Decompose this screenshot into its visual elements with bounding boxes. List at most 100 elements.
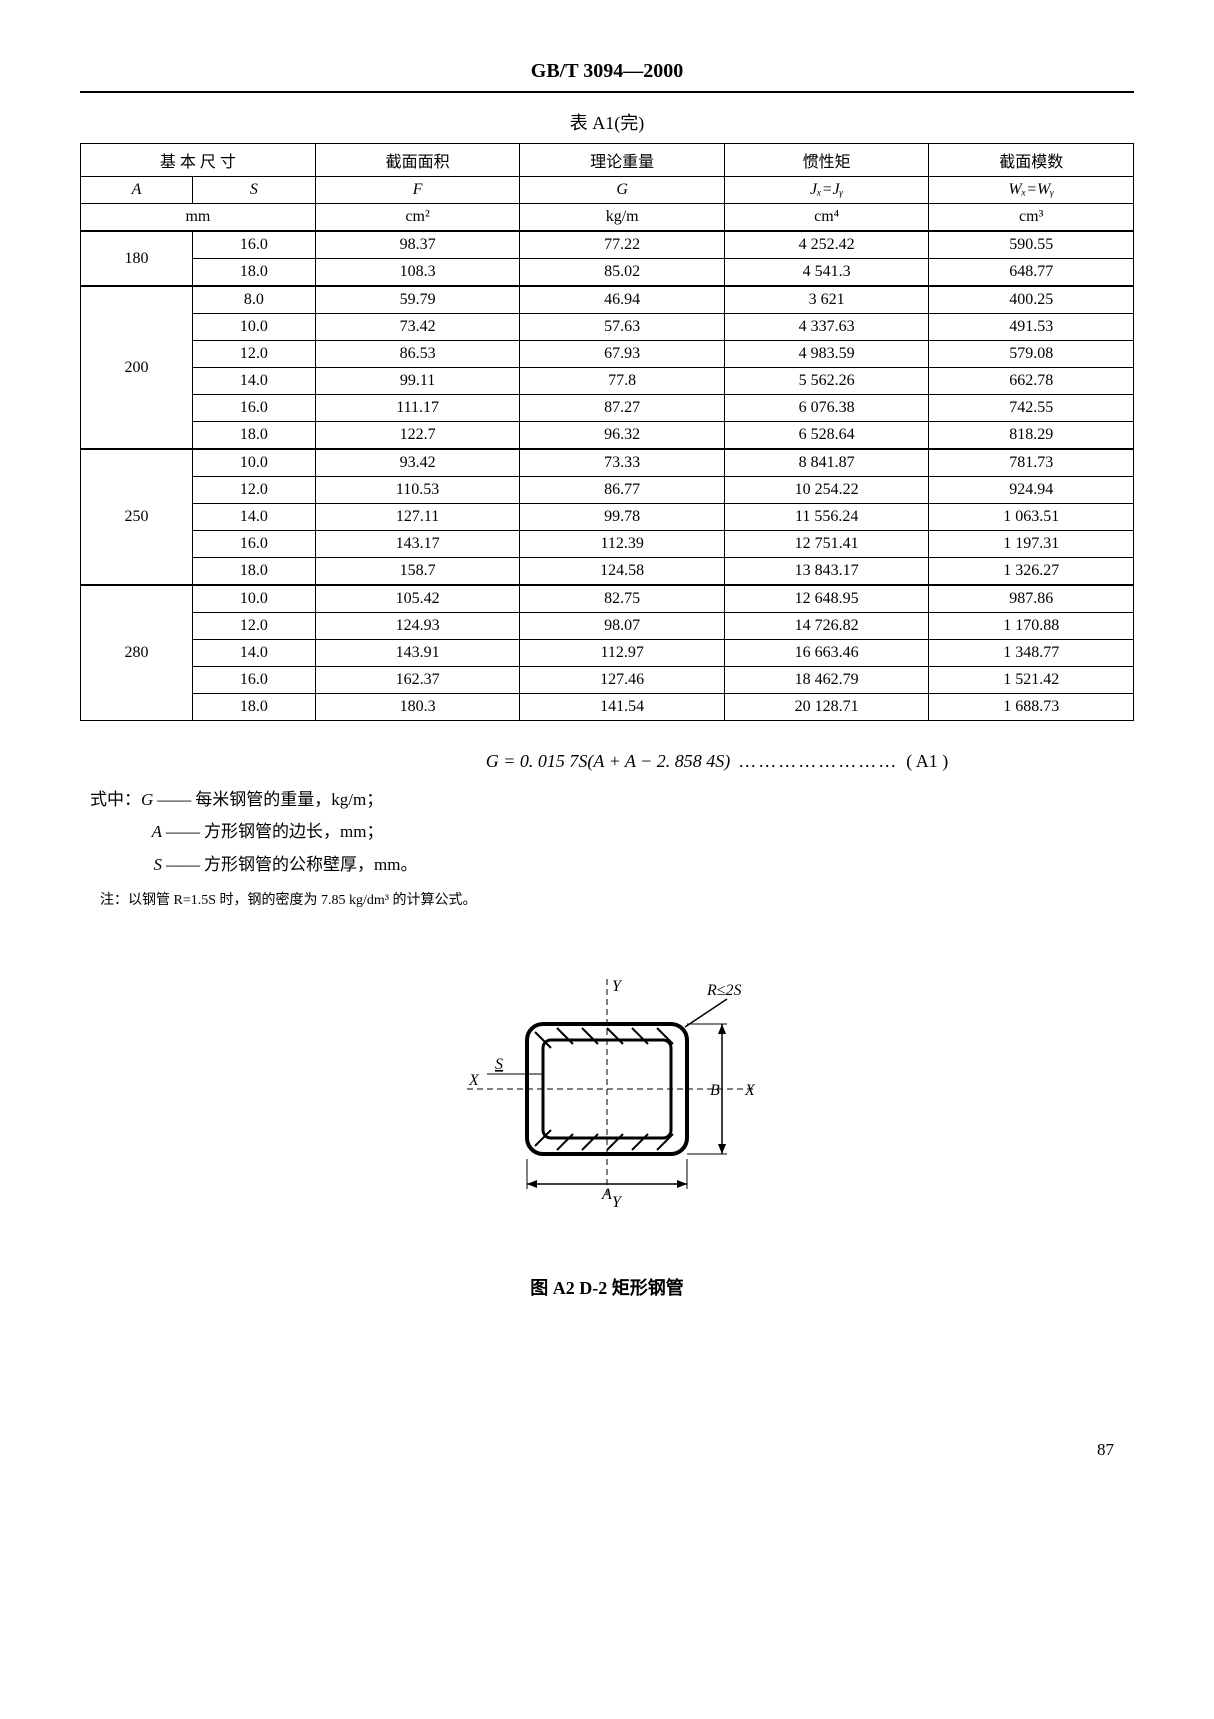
- cell-S: 12.0: [192, 477, 315, 504]
- cell-G: 124.58: [520, 558, 725, 586]
- cell-G: 67.93: [520, 341, 725, 368]
- table-row: 14.0127.1199.7811 556.241 063.51: [81, 504, 1134, 531]
- cell-G: 99.78: [520, 504, 725, 531]
- cell-J: 6 528.64: [724, 422, 929, 450]
- table-row: 14.0143.91112.9716 663.461 348.77: [81, 640, 1134, 667]
- cell-F: 124.93: [315, 613, 520, 640]
- cell-W: 579.08: [929, 341, 1134, 368]
- cell-G: 112.39: [520, 531, 725, 558]
- cell-W: 818.29: [929, 422, 1134, 450]
- cell-G: 46.94: [520, 286, 725, 314]
- label-r: R≤2S: [706, 982, 742, 999]
- cell-G: 86.77: [520, 477, 725, 504]
- col-weight: 理论重量: [520, 144, 725, 177]
- col-basic-dim: 基 本 尺 寸: [81, 144, 316, 177]
- cell-G: 73.33: [520, 449, 725, 477]
- cell-S: 10.0: [192, 585, 315, 613]
- col-modulus: 截面模数: [929, 144, 1134, 177]
- table-caption: 表 A1(完): [80, 109, 1134, 135]
- cell-S: 10.0: [192, 449, 315, 477]
- doc-header: GB/T 3094—2000: [80, 60, 1134, 93]
- def-dash: ——: [162, 816, 204, 848]
- table-symbol-row: A S F G Jₓ=Jᵧ Wₓ=Wᵧ: [81, 177, 1134, 204]
- table-row: 16.0162.37127.4618 462.791 521.42: [81, 667, 1134, 694]
- cell-J: 4 541.3: [724, 259, 929, 287]
- cell-J: 8 841.87: [724, 449, 929, 477]
- formula-ref: ( A1 ): [906, 751, 948, 772]
- axis-y-bottom: Y: [612, 1194, 623, 1211]
- cell-W: 1 348.77: [929, 640, 1134, 667]
- cell-J: 6 076.38: [724, 395, 929, 422]
- cell-J: 16 663.46: [724, 640, 929, 667]
- table-header-row: 基 本 尺 寸 截面面积 理论重量 惯性矩 截面模数: [81, 144, 1134, 177]
- table-row: 16.0111.1787.276 076.38742.55: [81, 395, 1134, 422]
- col-area: 截面面积: [315, 144, 520, 177]
- cell-J: 4 337.63: [724, 314, 929, 341]
- cell-F: 93.42: [315, 449, 520, 477]
- cell-F: 122.7: [315, 422, 520, 450]
- cell-S: 18.0: [192, 558, 315, 586]
- table-row: 12.0124.9398.0714 726.821 170.88: [81, 613, 1134, 640]
- cell-G: 57.63: [520, 314, 725, 341]
- definition-list: 式中： G —— 每米钢管的重量，kg/m； A —— 方形钢管的边长，mm； …: [90, 784, 1134, 881]
- cell-S: 14.0: [192, 640, 315, 667]
- formula-block: G = 0. 015 7S(A + A − 2. 858 4S) ……………………: [80, 751, 1134, 772]
- cell-W: 742.55: [929, 395, 1134, 422]
- cell-G: 96.32: [520, 422, 725, 450]
- cell-G: 82.75: [520, 585, 725, 613]
- cell-F: 180.3: [315, 694, 520, 721]
- cell-W: 1 688.73: [929, 694, 1134, 721]
- note-text: 注：以钢管 R=1.5S 时，钢的密度为 7.85 kg/dm³ 的计算公式。: [100, 889, 1134, 909]
- cell-W: 491.53: [929, 314, 1134, 341]
- cell-S: 16.0: [192, 531, 315, 558]
- col-inertia: 惯性矩: [724, 144, 929, 177]
- table-row: 18.0108.385.024 541.3648.77: [81, 259, 1134, 287]
- cell-S: 14.0: [192, 368, 315, 395]
- col-J: Jₓ=Jᵧ: [724, 177, 929, 204]
- table-row: 2008.059.7946.943 621400.25: [81, 286, 1134, 314]
- cell-F: 111.17: [315, 395, 520, 422]
- table-row: 18016.098.3777.224 252.42590.55: [81, 231, 1134, 259]
- table-row: 18.0180.3141.5420 128.711 688.73: [81, 694, 1134, 721]
- axis-x-right: X: [744, 1082, 756, 1099]
- cell-G: 127.46: [520, 667, 725, 694]
- cell-W: 1 521.42: [929, 667, 1134, 694]
- cell-G: 112.97: [520, 640, 725, 667]
- def-sym: A: [90, 816, 162, 848]
- def-sym: S: [90, 849, 162, 881]
- cell-G: 141.54: [520, 694, 725, 721]
- cell-J: 14 726.82: [724, 613, 929, 640]
- cell-G: 98.07: [520, 613, 725, 640]
- label-b: B: [710, 1082, 720, 1099]
- cell-S: 18.0: [192, 694, 315, 721]
- cell-W: 781.73: [929, 449, 1134, 477]
- cell-W: 662.78: [929, 368, 1134, 395]
- cell-F: 108.3: [315, 259, 520, 287]
- cell-W: 1 326.27: [929, 558, 1134, 586]
- unit-kgm: kg/m: [520, 204, 725, 232]
- formula-dots: ……………………: [738, 751, 898, 772]
- cell-W: 987.86: [929, 585, 1134, 613]
- def-text: 方形钢管的公称壁厚，mm。: [204, 849, 417, 881]
- cell-A: 280: [81, 585, 193, 721]
- def-dash: ——: [162, 849, 204, 881]
- table-row: 18.0122.796.326 528.64818.29: [81, 422, 1134, 450]
- cell-G: 77.22: [520, 231, 725, 259]
- page-number: 87: [80, 1440, 1134, 1460]
- cell-W: 648.77: [929, 259, 1134, 287]
- cell-W: 924.94: [929, 477, 1134, 504]
- cell-J: 20 128.71: [724, 694, 929, 721]
- cell-F: 98.37: [315, 231, 520, 259]
- unit-cm4: cm⁴: [724, 204, 929, 232]
- cell-W: 1 197.31: [929, 531, 1134, 558]
- cell-W: 590.55: [929, 231, 1134, 259]
- cell-J: 12 751.41: [724, 531, 929, 558]
- def-text: 每米钢管的重量，kg/m；: [195, 784, 383, 816]
- figure-caption: 图 A2 D-2 矩形钢管: [80, 1274, 1134, 1300]
- axis-x-left: X: [468, 1072, 480, 1089]
- cell-F: 127.11: [315, 504, 520, 531]
- formula-text: G = 0. 015 7S(A + A − 2. 858 4S): [486, 751, 730, 772]
- cell-S: 16.0: [192, 231, 315, 259]
- unit-mm: mm: [81, 204, 316, 232]
- cell-J: 11 556.24: [724, 504, 929, 531]
